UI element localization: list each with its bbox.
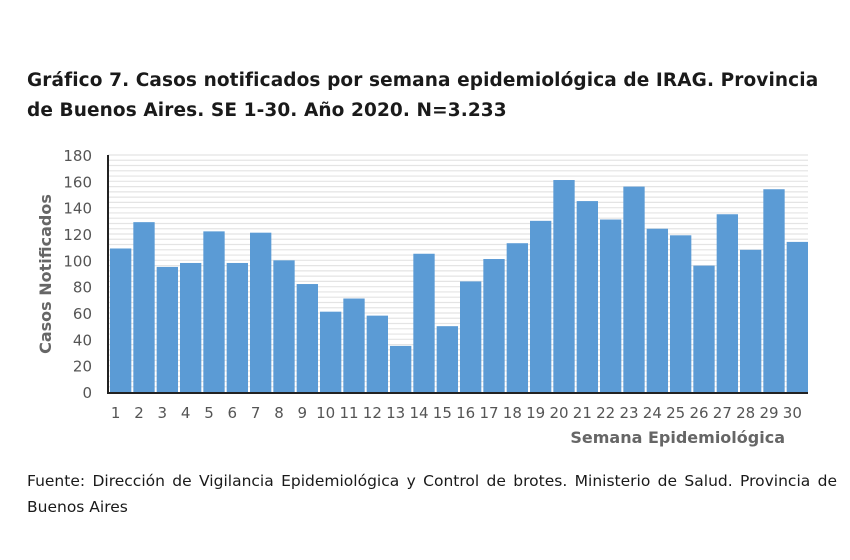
- bar-week-10: [320, 311, 342, 392]
- y-axis-title: Casos Notificados: [36, 194, 55, 354]
- x-tick-label: 11: [339, 404, 358, 422]
- bar-week-13: [390, 345, 412, 392]
- bar-week-29: [763, 189, 785, 392]
- x-tick-label: 3: [158, 404, 168, 422]
- y-tick-label: 160: [63, 173, 92, 191]
- bar-week-23: [623, 186, 645, 392]
- bar-week-11: [343, 298, 365, 392]
- x-tick-label: 19: [526, 404, 545, 422]
- y-tick-label: 100: [63, 252, 92, 270]
- chart-title: Gráfico 7. Casos notificados por semana …: [27, 70, 819, 121]
- y-tick-label: 60: [73, 305, 92, 323]
- x-tick-labels: 1 2 3 4 5 6 7 8 9 10 11 12 13 14 15 16 17 18 19 20 21 22 23 24 2…: [111, 404, 802, 422]
- x-tick-label: 12: [363, 404, 382, 422]
- bar-week-17: [483, 259, 505, 392]
- bar-week-7: [250, 232, 272, 392]
- bar-week-24: [646, 228, 668, 392]
- bar-week-6: [226, 262, 248, 392]
- x-tick-label: 20: [549, 404, 568, 422]
- source-note: Fuente: Dirección de Vigilancia Epidemio…: [27, 472, 837, 516]
- bar-week-9: [296, 284, 318, 392]
- bar-week-15: [436, 326, 458, 392]
- x-axis-title: Semana Epidemiológica: [570, 428, 785, 447]
- bar-week-22: [600, 219, 622, 392]
- bar-week-19: [530, 220, 552, 392]
- y-tick-label: 180: [63, 147, 92, 165]
- x-tick-label: 6: [228, 404, 238, 422]
- bar-week-20: [553, 180, 575, 392]
- bar-week-3: [156, 266, 178, 392]
- x-tick-label: 24: [643, 404, 662, 422]
- y-tick-labels: 0 20 40 60 80 100 120 140 160 180: [63, 147, 92, 402]
- x-tick-label: 30: [783, 404, 802, 422]
- x-tick-label: 23: [619, 404, 638, 422]
- x-tick-label: 18: [503, 404, 522, 422]
- x-tick-label: 1: [111, 404, 121, 422]
- x-tick-label: 8: [274, 404, 284, 422]
- bar-week-18: [506, 243, 528, 392]
- bar-week-30: [786, 241, 808, 392]
- bar-week-1: [110, 248, 132, 392]
- x-tick-label: 4: [181, 404, 191, 422]
- bar-week-28: [740, 249, 762, 392]
- x-tick-label: 15: [433, 404, 452, 422]
- bar-week-12: [366, 315, 388, 392]
- x-tick-label: 29: [759, 404, 778, 422]
- x-tick-label: 13: [386, 404, 405, 422]
- x-tick-label: 28: [736, 404, 755, 422]
- x-tick-label: 17: [479, 404, 498, 422]
- bar-week-2: [133, 222, 155, 392]
- bar-week-25: [670, 235, 692, 392]
- bar-week-4: [180, 262, 202, 392]
- bar-week-21: [576, 201, 598, 392]
- x-tick-label: 14: [409, 404, 428, 422]
- bar-week-26: [693, 265, 715, 392]
- x-tick-label: 21: [573, 404, 592, 422]
- y-tick-label: 20: [73, 358, 92, 376]
- y-tick-label: 0: [82, 384, 92, 402]
- bar-week-16: [460, 281, 482, 392]
- x-tick-label: 5: [204, 404, 214, 422]
- x-tick-label: 27: [713, 404, 732, 422]
- x-tick-label: 9: [298, 404, 308, 422]
- x-tick-label: 22: [596, 404, 615, 422]
- x-tick-label: 2: [134, 404, 144, 422]
- x-tick-label: 7: [251, 404, 261, 422]
- x-tick-label: 26: [689, 404, 708, 422]
- x-tick-label: 16: [456, 404, 475, 422]
- bar-week-27: [716, 214, 738, 392]
- bar-week-5: [203, 231, 225, 392]
- x-tick-label: 10: [316, 404, 335, 422]
- y-tick-label: 140: [63, 200, 92, 218]
- x-tick-label: 25: [666, 404, 685, 422]
- y-tick-label: 40: [73, 331, 92, 349]
- y-tick-label: 80: [73, 279, 92, 297]
- bars: [110, 180, 808, 392]
- bar-week-14: [413, 253, 435, 392]
- bar-week-8: [273, 260, 295, 392]
- y-tick-label: 120: [63, 226, 92, 244]
